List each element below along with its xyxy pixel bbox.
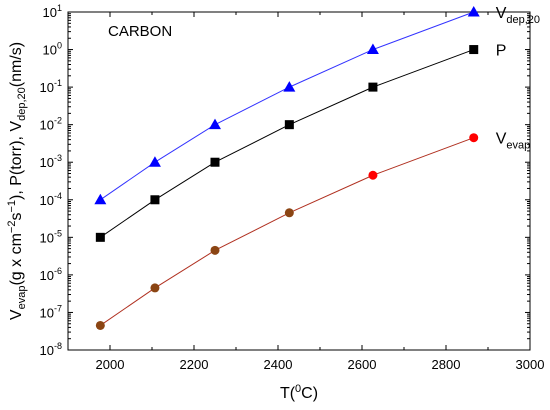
x-tick-label-2800: 2800 <box>432 357 461 372</box>
series-vdep-20-point-1 <box>148 156 161 167</box>
series-vevap-point-0 <box>95 320 105 330</box>
series-p-point-4 <box>368 82 378 92</box>
y-tick-label-0: 100 <box>43 41 62 58</box>
series-vdep-20-point-2 <box>209 118 221 130</box>
series-vevap-label: Vevap <box>496 131 531 152</box>
x-tick-label-2200: 2200 <box>180 357 209 372</box>
plot-area <box>67 11 531 351</box>
x-tick-label-2000: 2000 <box>96 357 125 372</box>
x-tick-label-2400: 2400 <box>264 357 293 372</box>
series-p-point-1 <box>150 195 160 205</box>
series-vevap-point-2 <box>210 245 220 255</box>
y-tick-label--8: 10-8 <box>40 341 62 358</box>
series-vdep-20-point-5 <box>467 6 480 17</box>
y-tick-label--3: 10-3 <box>40 153 62 170</box>
series-p-line <box>100 49 474 238</box>
series-p-point-2 <box>210 157 220 167</box>
y-axis-title: Vevap(g x cm−2s−1), P(torr), Vdep,20(nm/… <box>6 42 28 320</box>
series-vdep-20-label: Vdep,20 <box>496 5 540 26</box>
series-vevap-point-1 <box>150 283 160 293</box>
series-vdep-20-point-0 <box>94 193 107 205</box>
y-tick-label-1: 101 <box>43 3 62 20</box>
chart-annotation: CARBON <box>108 23 172 40</box>
series-vevap-line <box>100 137 474 326</box>
series-vdep-20-point-4 <box>366 43 379 55</box>
x-tick-label-3000: 3000 <box>516 357 545 372</box>
y-tick-label--5: 10-5 <box>40 228 62 245</box>
series-vevap-point-5 <box>469 133 479 143</box>
series-vdep-20-line <box>100 11 474 201</box>
series-layer <box>94 6 480 330</box>
series-p-point-5 <box>469 45 479 55</box>
series-labels: Vdep,20 P Vevap <box>496 5 540 152</box>
y-tick-label--2: 10-2 <box>40 116 62 133</box>
y-tick-label--6: 10-6 <box>40 266 62 283</box>
x-axis-title: T(0C) <box>280 383 318 402</box>
series-vevap-point-4 <box>368 170 378 180</box>
y-tick-label--1: 10-1 <box>40 78 62 95</box>
series-p-point-0 <box>95 232 105 242</box>
y-tick-label--7: 10-7 <box>40 303 62 320</box>
y-tick-label--4: 10-4 <box>40 191 62 208</box>
series-p-point-3 <box>284 120 294 130</box>
x-tick-label-2600: 2600 <box>348 357 377 372</box>
series-vevap-point-3 <box>284 208 294 218</box>
series-p-label: P <box>496 43 507 60</box>
series-vdep-20-point-3 <box>283 81 296 92</box>
axis-ticks: 2000 2200 2400 2600 2800 3000 10-8 10-7 10-6 10-5… <box>40 3 545 372</box>
